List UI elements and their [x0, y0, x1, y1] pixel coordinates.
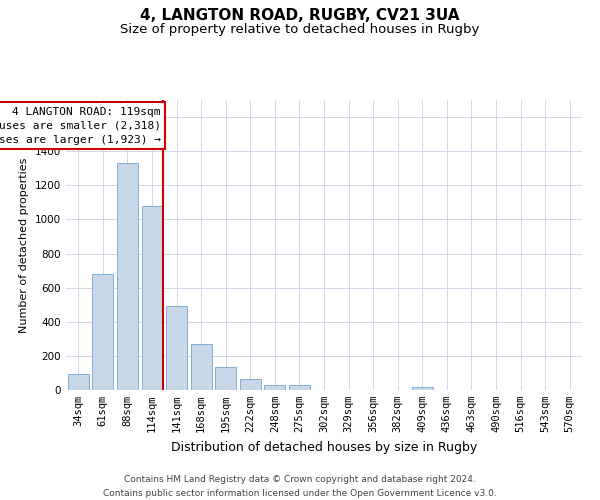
Text: 4, LANGTON ROAD, RUGBY, CV21 3UA: 4, LANGTON ROAD, RUGBY, CV21 3UA: [140, 8, 460, 22]
Bar: [265, 385, 286, 390]
Bar: [117, 163, 138, 390]
Y-axis label: Number of detached properties: Number of detached properties: [19, 158, 29, 332]
Bar: [68, 374, 89, 390]
Bar: [289, 385, 310, 390]
Text: Contains HM Land Registry data © Crown copyright and database right 2024.
Contai: Contains HM Land Registry data © Crown c…: [103, 476, 497, 498]
Bar: [142, 206, 163, 390]
Bar: [412, 388, 433, 390]
Bar: [240, 379, 261, 390]
Bar: [92, 274, 113, 390]
Text: 4 LANGTON ROAD: 119sqm
← 54% of detached houses are smaller (2,318)
45% of semi-: 4 LANGTON ROAD: 119sqm ← 54% of detached…: [0, 107, 161, 145]
Bar: [215, 367, 236, 390]
X-axis label: Distribution of detached houses by size in Rugby: Distribution of detached houses by size …: [171, 440, 477, 454]
Text: Size of property relative to detached houses in Rugby: Size of property relative to detached ho…: [121, 22, 479, 36]
Bar: [191, 344, 212, 390]
Bar: [166, 306, 187, 390]
